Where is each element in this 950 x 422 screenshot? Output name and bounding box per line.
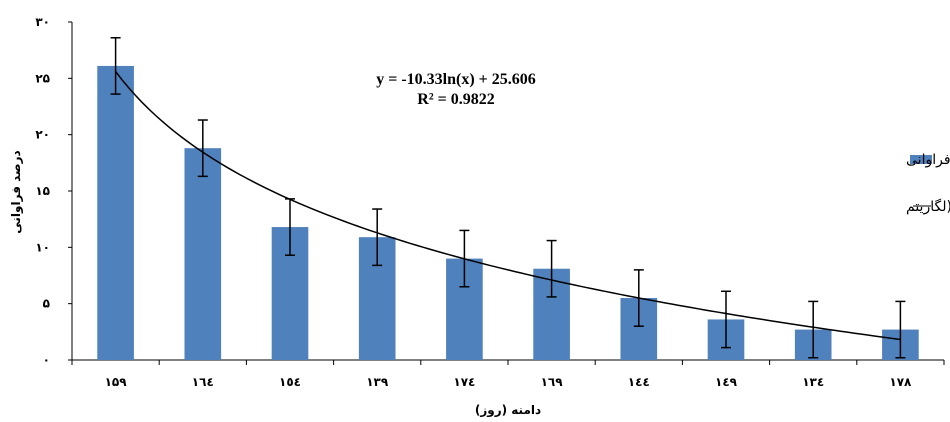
y-tick-label: ۱۵ — [35, 184, 50, 198]
trendline-r2: R² = 0.9822 — [417, 91, 494, 108]
y-tick-label: ۲۰ — [35, 128, 50, 142]
y-tick-label: ۲۵ — [35, 71, 50, 85]
y-ticks: ۰ ۵ ۱۰ ۱۵ ۲۰ ۲۵ ۳۰ — [35, 15, 72, 367]
y-axis-title: درصد فراوانی — [9, 150, 24, 233]
y-tick-label: ۱۰ — [35, 240, 50, 254]
bar — [97, 65, 134, 360]
x-tick-label: ۱٧٨ — [889, 375, 912, 389]
trendline — [115, 71, 901, 341]
x-tick-label: ۱۵۹ — [105, 375, 128, 389]
x-tick-label: ۱٤٤ — [628, 375, 650, 389]
y-tick-label: ۳۰ — [35, 15, 50, 29]
legend-label-trendline: خط رگرسیون (لگاریتم — [906, 198, 950, 215]
x-tick-label: ۱٦۹ — [541, 375, 564, 389]
x-tick-label: ۱٧٤ — [453, 375, 475, 389]
legend-label-bars: درصد فراوانی — [906, 152, 950, 168]
trendline-equation: y = -10.33ln(x) + 25.606 — [376, 71, 536, 88]
x-tick-label: ۱۳۹ — [366, 375, 389, 389]
legend-swatch-bars — [910, 155, 932, 164]
y-tick-label: ۵ — [43, 297, 50, 311]
x-tick-label: ۱٤۹ — [715, 375, 738, 389]
bar — [184, 148, 222, 360]
x-ticks: ۱۵۹ ۱٦٤ ۱٥٤ ۱۳۹ ۱٧٤ ۱٦۹ ۱٤٤ ۱٤۹ ۱۳٤ ۱٧٨ — [71, 360, 945, 389]
x-tick-label: ۱٦٤ — [192, 375, 214, 389]
x-tick-label: ۱۳٤ — [802, 375, 824, 389]
bars — [97, 65, 919, 360]
error-bars — [110, 37, 906, 359]
legend: درصد فراوانی خط رگرسیون (لگاریتم — [906, 152, 950, 215]
y-tick-label: ۰ — [43, 353, 50, 367]
x-tick-label: ۱٥٤ — [279, 375, 301, 389]
x-axis-title: دامنه (روز) — [475, 403, 541, 418]
